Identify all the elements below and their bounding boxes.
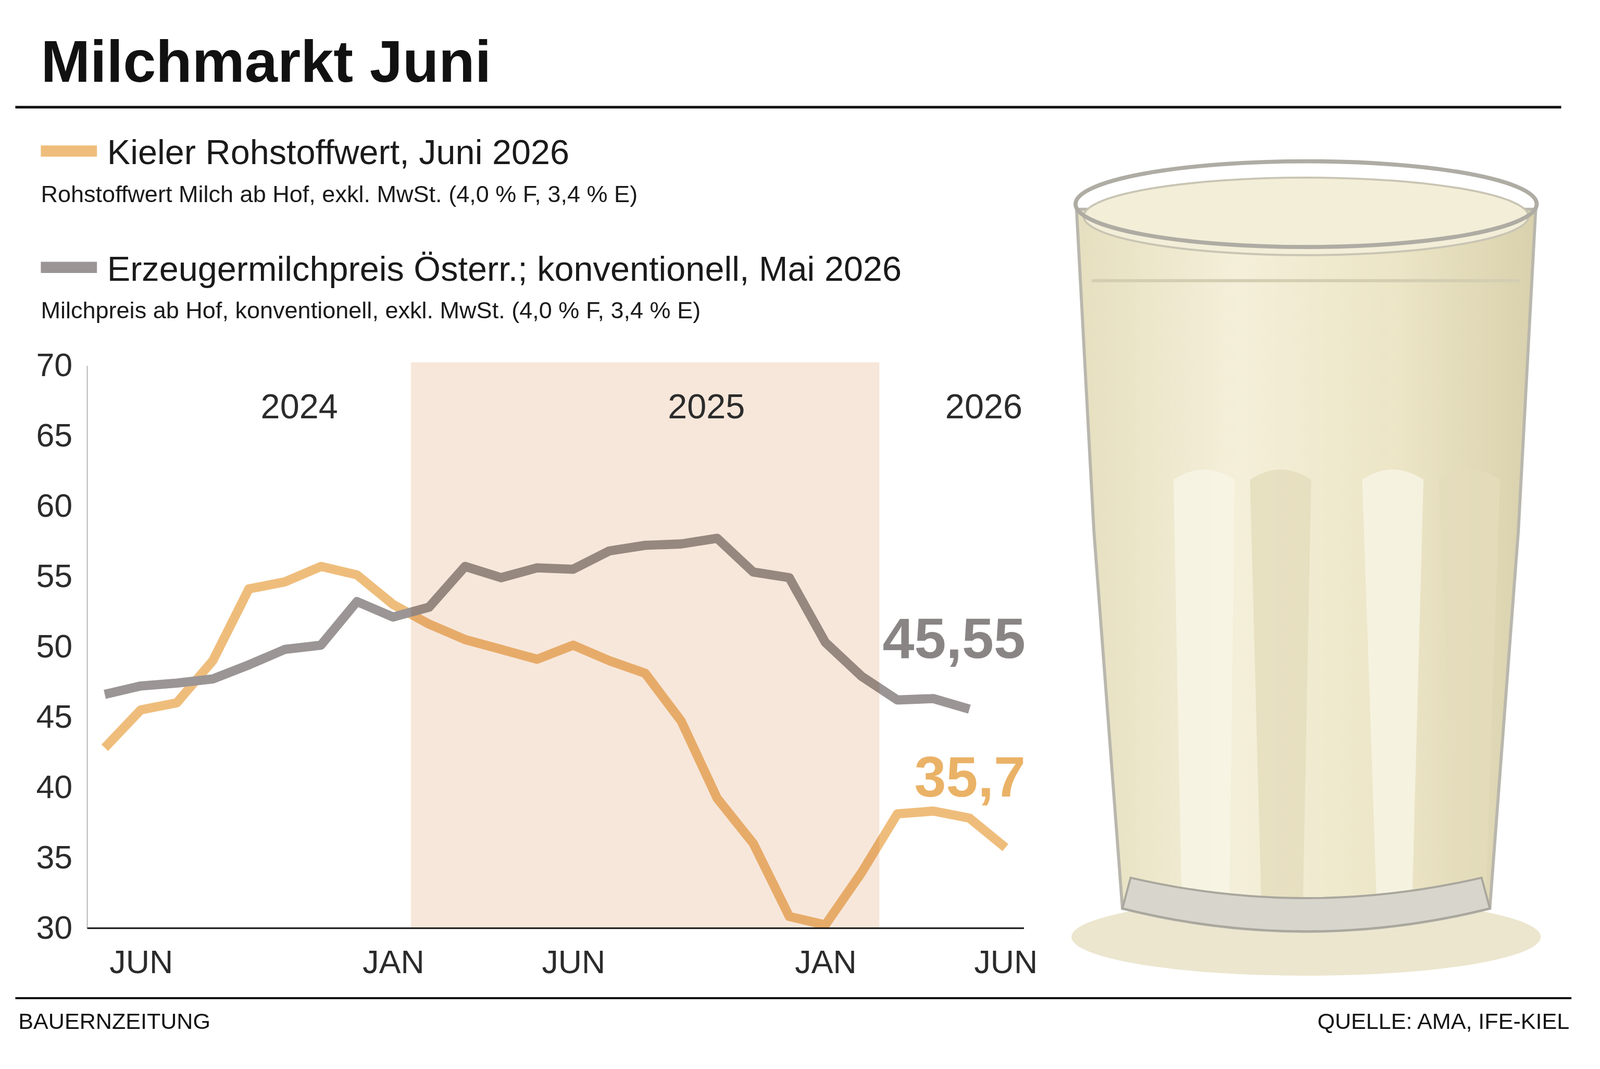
source: QUELLE: AMA, IFE-KIEL bbox=[1317, 1008, 1570, 1034]
legend-description: Rohstoffwert Milch ab Hof, exkl. MwSt. (… bbox=[40, 180, 638, 208]
x-tick: JUN bbox=[541, 927, 606, 981]
title: Milchmarkt Juni bbox=[40, 28, 492, 95]
y-tick-label: 30 bbox=[35, 908, 73, 946]
plot-lines bbox=[104, 538, 1006, 925]
value-label: 45,55 bbox=[882, 606, 1026, 670]
y-tick: 30 bbox=[35, 908, 87, 946]
glass-rim bbox=[1075, 161, 1537, 248]
glass-facet bbox=[1250, 469, 1312, 898]
x-axis-line bbox=[87, 927, 1024, 929]
glass-illustration bbox=[1071, 161, 1541, 976]
y-tick-label: 40 bbox=[35, 768, 73, 805]
y-axis: 30 35 40 45 50 55 60 65 70 bbox=[35, 346, 87, 945]
year-label: 2025 bbox=[667, 386, 745, 426]
y-tick: 35 bbox=[35, 838, 87, 875]
chart-root: Milchmarkt Juni 2024 2025 2026 Kieler Rohsto… bbox=[0, 0, 1600, 1069]
series-line bbox=[104, 538, 970, 709]
y-tick: 65 bbox=[35, 416, 87, 454]
glass-base bbox=[1122, 877, 1490, 932]
y-tick: 50 bbox=[35, 627, 87, 665]
y-tick-label: 50 bbox=[35, 627, 73, 665]
legend-swatch bbox=[40, 261, 97, 274]
glass-body bbox=[1076, 209, 1536, 932]
glass-facet bbox=[1438, 469, 1500, 898]
glass-facet bbox=[1173, 469, 1235, 898]
value-label: 35,7 bbox=[914, 744, 1026, 809]
milk-surface bbox=[1083, 177, 1529, 256]
y-tick: 40 bbox=[35, 768, 87, 805]
y-tick-label: 35 bbox=[35, 838, 73, 875]
legend-item: Erzeugermilchpreis Österr.; konventionel… bbox=[40, 249, 902, 324]
x-tick: JUN bbox=[973, 927, 1038, 981]
title-rule bbox=[15, 105, 1561, 109]
glass-band bbox=[1091, 279, 1521, 283]
x-tick-label: JUN bbox=[541, 943, 606, 980]
y-axis-line bbox=[86, 365, 89, 928]
legend-swatch bbox=[40, 145, 97, 157]
legend-label: Erzeugermilchpreis Österr.; konventionel… bbox=[107, 249, 902, 289]
series-line bbox=[104, 566, 1006, 925]
x-tick-label: JUN bbox=[109, 943, 173, 980]
y-tick-label: 45 bbox=[35, 697, 73, 735]
year-label: 2024 bbox=[260, 386, 339, 426]
publisher: BAUERNZEITUNG bbox=[18, 1008, 211, 1034]
y-tick-label: 65 bbox=[35, 416, 73, 454]
year-label: 2026 bbox=[945, 386, 1023, 426]
y-tick: 45 bbox=[35, 697, 87, 735]
x-tick-label: JAN bbox=[362, 943, 424, 980]
legend-description: Milchpreis ab Hof, konventionell, exkl. … bbox=[40, 296, 701, 324]
y-tick-label: 70 bbox=[35, 346, 73, 383]
y-tick: 55 bbox=[35, 557, 87, 594]
footer-rule bbox=[15, 996, 1572, 999]
y-tick-label: 55 bbox=[35, 557, 73, 594]
y-tick: 70 bbox=[35, 346, 87, 383]
legend-label: Kieler Rohstoffwert, Juni 2026 bbox=[107, 132, 570, 172]
x-tick: JUN bbox=[109, 927, 173, 981]
x-tick-label: JAN bbox=[794, 943, 857, 980]
x-tick-label: JUN bbox=[973, 943, 1038, 980]
x-tick: JAN bbox=[794, 927, 857, 981]
y-tick-label: 60 bbox=[35, 486, 73, 524]
x-tick: JAN bbox=[362, 927, 424, 981]
y-tick: 60 bbox=[35, 486, 87, 524]
x-axis: JUN JAN JUN JAN JUN bbox=[87, 927, 1039, 981]
glass-facet bbox=[1361, 469, 1424, 898]
legend-item: Kieler Rohstoffwert, Juni 2026 Rohstoffwe… bbox=[40, 132, 638, 207]
